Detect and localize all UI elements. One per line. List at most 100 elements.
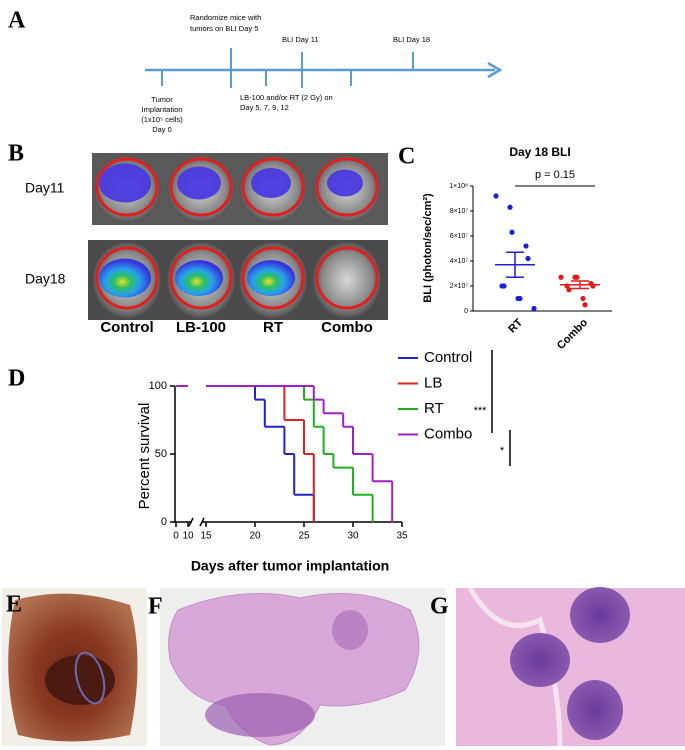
x-tick-label: 30 [347,531,359,542]
data-point [525,255,531,262]
panel-letter: E [6,592,22,618]
row-label: Day18 [25,271,66,287]
panel-letter: A [8,8,26,34]
timeline-label: LB-100 and/or RT (2 Gy) on [240,93,333,102]
panel-letter: F [148,594,163,620]
survival-step [312,399,324,428]
survival-step [263,399,285,428]
data-point [574,274,580,280]
bli-signal [99,258,151,298]
survival-step [332,454,353,469]
timeline-label: Day 5, 7, 9, 12 [240,103,289,112]
timeline [145,48,503,88]
y-tick-label: 0 [161,516,167,528]
brain-cavity [45,655,115,705]
tissue-fissure [467,586,563,747]
x-axis [175,517,402,527]
timeline-label: Day 0 [152,125,172,134]
sig-marker: *** [474,405,488,417]
y-tick-label: 2×10⁷ [450,283,469,290]
data-point [509,229,515,235]
survival-step [322,399,344,415]
panel-letter: G [430,594,449,620]
bli-signal [327,169,363,197]
panel-letter: B [8,141,24,167]
timeline-ticks [161,48,414,88]
legend-label: RT [424,400,444,417]
column-label: RT [263,319,283,336]
y-axis-label: Percent survival [136,403,153,510]
survival-step [371,454,393,483]
roi-circle [315,246,379,310]
timeline-label: BLI Day 11 [282,35,319,44]
sem-bar [571,280,589,290]
row-label: Day11 [25,180,65,196]
survival-step [254,386,265,401]
x-tick-label: 25 [298,531,310,542]
y-tick-label: 4×10⁷ [450,258,469,265]
timeline-label: (1x10⁵ cells) [141,115,183,124]
bli-signal [247,260,295,296]
survival-step [293,454,314,496]
roi-circle [95,157,159,217]
survival-step [283,386,304,421]
column-label: Combo [321,319,373,336]
panel-letter: C [398,144,415,170]
survival-step [303,420,314,455]
x-tick-label: RT [506,316,525,335]
tumor-region [205,693,315,737]
legend-label: Combo [424,425,472,442]
survival-step [352,467,373,496]
y-axis-label: BLI (photon/sec/cm²) [422,193,434,303]
data-point [493,193,499,199]
roi-circle [169,157,233,217]
tumor-outline [74,651,106,705]
roi-circle [241,246,305,310]
data-point [558,274,564,280]
tumor-nest [570,587,630,643]
bli-signal [99,163,151,203]
timeline-label: Tumor [151,95,173,104]
x-tick-label: 35 [396,531,408,542]
x-tick-label: 10 [182,531,194,542]
bli-signal [175,260,223,296]
chart-title: Day 18 BLI [509,145,570,159]
x-tick-label: Combo [555,316,590,351]
data-point [507,204,513,210]
data-point [501,283,507,289]
data-point [566,287,572,293]
sem-bar [506,251,524,278]
data-point [582,302,588,308]
y-tick-label: 50 [155,448,167,460]
x-tick-label: 20 [249,531,261,542]
survival-step [371,494,374,523]
y-tick-label: 0 [464,308,468,315]
tissue-images [2,586,685,747]
y-tick-label: 6×10⁷ [450,233,469,240]
roi-circle [315,157,379,217]
panel-letter: D [8,366,25,392]
survival-step [312,386,324,401]
survival-step [283,426,295,455]
survival-step [342,413,353,428]
roi-circle [241,157,305,217]
y-tick-label: 1×10⁸ [449,183,468,190]
mouse-body [313,242,381,318]
timeline-label: tumors on BLI Day 5 [190,24,258,33]
x-tick-label: 15 [200,531,212,542]
survival-step [303,386,314,401]
bli-signal [251,168,291,198]
bli-signal [177,166,221,200]
timeline-label: Randomize mice with [190,13,261,22]
column-label: Control [100,319,153,336]
data-point [580,295,586,302]
y-tick-label: 100 [149,380,167,392]
p-value: p = 0.15 [535,169,575,181]
survival-step [391,481,394,523]
tumor-nest [510,633,570,687]
data-point [531,305,537,312]
survival-step [322,426,334,455]
tumor-region [332,610,368,650]
